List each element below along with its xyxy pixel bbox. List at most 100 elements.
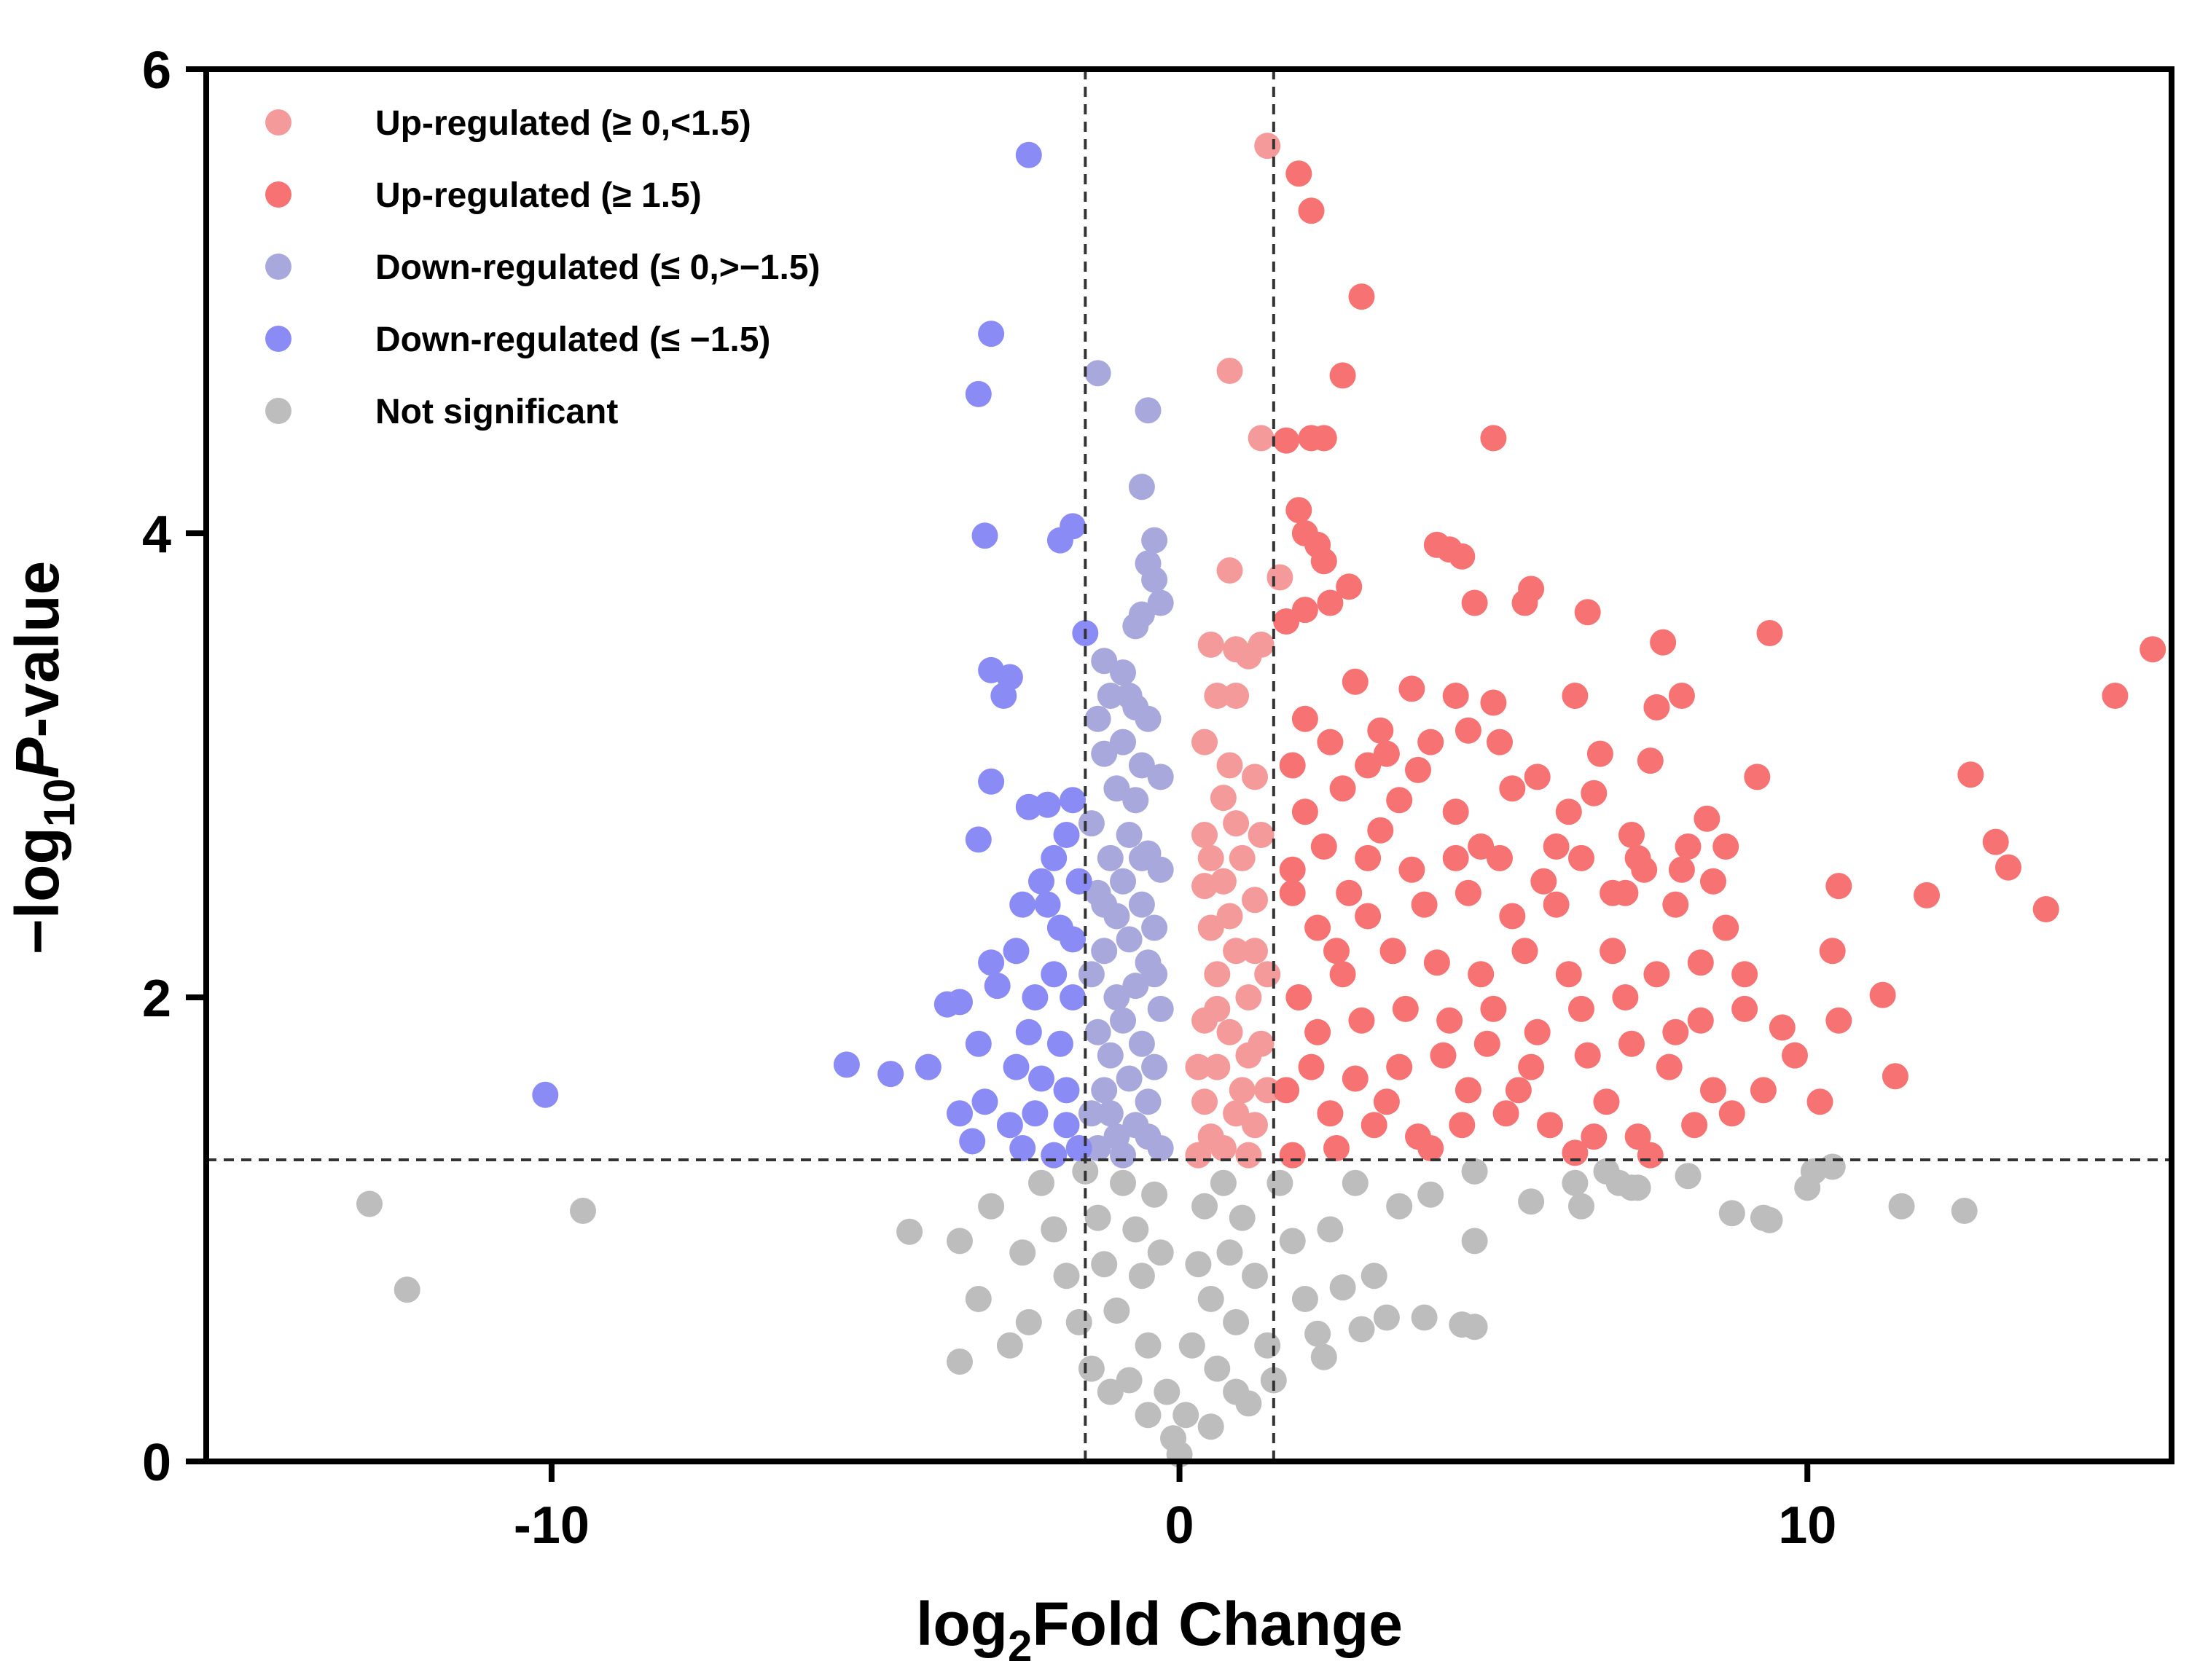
data-point: [947, 1228, 973, 1255]
data-point: [1687, 1007, 1714, 1034]
x-tick-label: 10: [1778, 1496, 1836, 1555]
data-point: [1135, 1332, 1162, 1359]
data-point: [1355, 752, 1382, 779]
data-point: [2032, 896, 2059, 922]
legend[interactable]: Up-regulated (≥ 0,<1.5) Up-regulated (≥ 1…: [265, 104, 820, 431]
x-axis-title-suffix: Fold Change: [1032, 1590, 1403, 1658]
data-point: [1348, 283, 1375, 310]
data-point: [1197, 1413, 1224, 1440]
data-point: [1480, 995, 1507, 1022]
data-point: [1819, 938, 1846, 965]
data-point: [933, 991, 960, 1018]
data-point: [1223, 938, 1250, 965]
data-point: [1128, 1263, 1155, 1290]
data-point: [1411, 1304, 1438, 1331]
data-point: [1806, 1088, 1833, 1115]
data-point: [1141, 566, 1168, 593]
data-point: [1103, 775, 1130, 802]
data-point: [1731, 961, 1758, 988]
data-point: [1260, 1367, 1287, 1394]
data-point: [1141, 1053, 1168, 1080]
data-point: [1223, 1308, 1250, 1335]
data-point: [1135, 397, 1162, 424]
data-point: [1028, 868, 1054, 895]
y-axis-title-subscript: 10: [35, 779, 84, 828]
data-point: [1744, 764, 1771, 790]
data-point: [1386, 1053, 1413, 1080]
data-point: [996, 1332, 1023, 1359]
data-point: [1982, 828, 2009, 855]
data-point: [1223, 1100, 1250, 1127]
data-point: [1367, 817, 1394, 844]
data-point: [1110, 1169, 1136, 1196]
data-point: [1291, 705, 1318, 732]
legend-item[interactable]: Not significant: [265, 393, 618, 431]
data-point: [1028, 1169, 1054, 1196]
data-point: [1537, 1112, 1563, 1139]
data-point: [1562, 1139, 1589, 1166]
data-point: [1216, 752, 1243, 779]
data-point: [1624, 844, 1651, 871]
data-point: [1097, 1378, 1124, 1405]
y-axis-title-italic: P: [3, 737, 71, 779]
data-point: [1750, 1077, 1777, 1104]
data-point: [1279, 879, 1306, 906]
data-point: [1756, 620, 1783, 646]
data-point: [1310, 548, 1337, 575]
data-point: [1700, 868, 1726, 895]
data-point: [1091, 648, 1118, 675]
data-point: [1091, 1077, 1118, 1104]
data-point: [1084, 1204, 1111, 1231]
data-point: [1499, 775, 1526, 802]
data-point: [1675, 1163, 1702, 1190]
data-point: [1078, 961, 1105, 988]
data-point: [1116, 1065, 1143, 1092]
data-point: [1046, 527, 1073, 554]
plot-frame: [203, 66, 2174, 1464]
data-point: [1869, 981, 1896, 1008]
data-point: [1342, 668, 1369, 695]
data-point: [1053, 1077, 1080, 1104]
y-tick-label: 4: [142, 506, 171, 564]
data-point: [532, 1081, 559, 1108]
data-point: [1423, 949, 1450, 976]
data-point: [1392, 995, 1419, 1022]
legend-label: Down-regulated (≤ −1.5): [375, 321, 770, 359]
data-point: [877, 1061, 904, 1088]
data-point: [1204, 683, 1231, 709]
data-point: [1285, 160, 1312, 187]
data-point: [1135, 705, 1162, 732]
data-point: [1291, 1286, 1318, 1312]
legend-item[interactable]: Down-regulated (≤ −1.5): [265, 321, 770, 359]
data-point: [1235, 1042, 1262, 1069]
data-point: [1254, 961, 1281, 988]
data-point: [978, 321, 1005, 348]
data-point: [1449, 543, 1476, 570]
y-tick-label: 6: [142, 42, 171, 100]
data-point: [1461, 1228, 1488, 1255]
data-point: [1210, 1169, 1237, 1196]
legend-item[interactable]: Down-regulated (≤ 0,>−1.5): [265, 248, 820, 287]
legend-marker: [265, 326, 291, 352]
data-point: [978, 1193, 1005, 1220]
data-point: [1110, 1007, 1136, 1034]
legend-marker: [265, 398, 291, 424]
data-point: [1053, 1263, 1080, 1290]
data-point: [1273, 608, 1300, 635]
legend-item[interactable]: Up-regulated (≥ 0,<1.5): [265, 104, 751, 143]
data-point: [1279, 1228, 1306, 1255]
data-point: [978, 949, 1005, 976]
data-point: [1914, 882, 1940, 908]
data-point: [1687, 949, 1714, 976]
legend-label: Down-regulated (≤ 0,>−1.5): [375, 248, 820, 287]
data-point: [965, 1030, 992, 1057]
legend-item[interactable]: Up-regulated (≥ 1.5): [265, 176, 702, 215]
data-point: [1091, 1251, 1118, 1278]
data-point: [965, 380, 992, 407]
series-up-regulated-0-1-5: [1185, 133, 1293, 1169]
legend-marker: [265, 181, 291, 208]
data-point: [1065, 1308, 1092, 1335]
data-point: [1825, 873, 1852, 900]
data-point: [1656, 1053, 1683, 1080]
data-point: [1084, 705, 1111, 732]
